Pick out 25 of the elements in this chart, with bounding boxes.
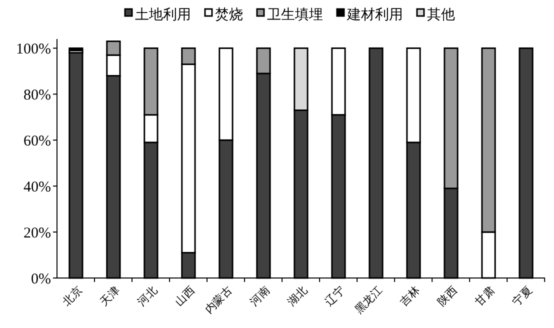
legend-label: 建材利用	[346, 6, 403, 23]
legend-label: 其他	[427, 6, 455, 23]
y-tick-label: 100%	[16, 41, 51, 58]
legend-label: 焚烧	[215, 6, 243, 23]
x-tick-label: 山西	[172, 284, 198, 308]
y-tick-label: 20%	[24, 225, 51, 242]
x-tick-label: 湖北	[285, 284, 310, 308]
x-tick-label: 甘肃	[472, 284, 498, 308]
x-tick-label: 河南	[248, 284, 272, 308]
y-tick-label: 0%	[31, 271, 51, 288]
x-tick-label: 内蒙古	[202, 284, 235, 316]
y-tick-label: 60%	[24, 133, 51, 150]
y-tick-label: 40%	[24, 179, 51, 196]
x-tick-label: 宁夏	[510, 284, 535, 308]
x-tick-label: 吉林	[398, 284, 422, 308]
x-tick-label: 陕西	[435, 284, 460, 308]
x-tick-label: 河北	[135, 284, 160, 308]
x-tick-label: 北京	[60, 284, 85, 308]
legend-label: 土地利用	[135, 6, 191, 23]
x-tick-label: 辽宁	[322, 284, 348, 308]
legend-label: 卫生填埋	[267, 6, 323, 23]
y-tick-label: 80%	[24, 87, 51, 104]
bar	[68, 47, 84, 52]
x-tick-label: 黑龙江	[352, 284, 385, 316]
x-tick-label: 天津	[98, 284, 122, 308]
